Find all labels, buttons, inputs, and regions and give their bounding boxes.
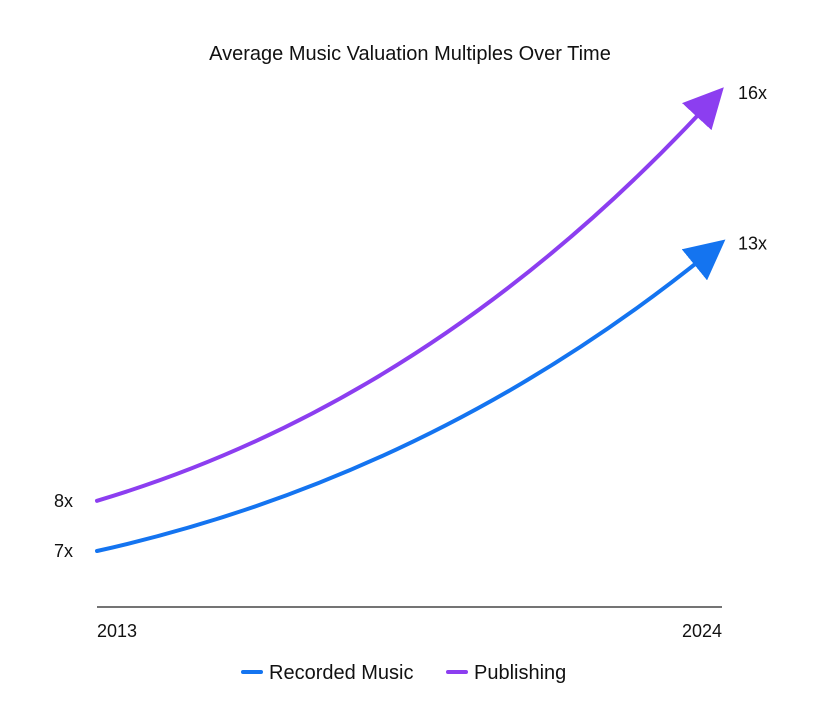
end-value-label-publishing: 16x xyxy=(738,83,767,103)
legend-label-recorded-music: Recorded Music xyxy=(269,662,414,684)
series-layer: 7x 13x 8x 16x xyxy=(54,83,767,561)
x-tick-label-start: 2013 xyxy=(97,621,137,641)
end-value-label-recorded-music: 13x xyxy=(738,234,767,254)
legend-label-publishing: Publishing xyxy=(474,662,566,684)
chart-title: Average Music Valuation Multiples Over T… xyxy=(209,43,611,65)
start-value-label-publishing: 8x xyxy=(54,491,73,511)
series-line-recorded-music xyxy=(95,239,726,553)
series-line-publishing xyxy=(95,87,724,503)
legend-item-recorded-music[interactable]: Recorded Music xyxy=(241,662,414,684)
start-value-label-recorded-music: 7x xyxy=(54,541,73,561)
x-tick-label-end: 2024 xyxy=(682,621,722,641)
legend-item-publishing[interactable]: Publishing xyxy=(446,662,566,684)
legend: Recorded Music Publishing xyxy=(241,662,566,684)
